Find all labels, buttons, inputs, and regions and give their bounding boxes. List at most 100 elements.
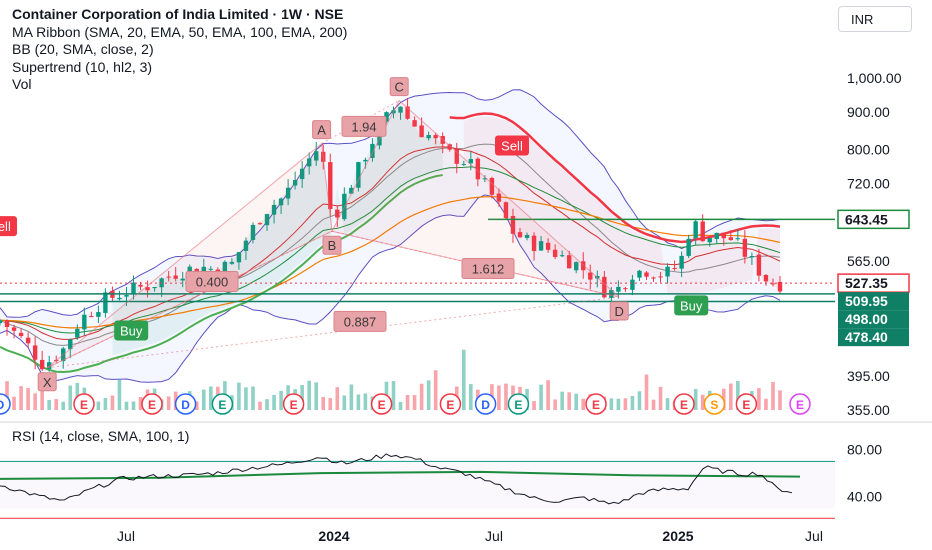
candle [419,125,424,138]
candle [461,163,466,165]
volume-bar [138,397,143,410]
supertrend-label[interactable]: Supertrend (10, hl2, 3) [12,58,153,75]
sell-signal [495,135,529,156]
candle [714,232,719,239]
candle [271,204,277,215]
event-marker [673,393,695,415]
event-marker [73,393,95,415]
candle [25,337,31,344]
candle [616,286,621,292]
event-marker [282,393,305,415]
currency-selector[interactable]: INR [838,6,912,32]
volume-bar [757,388,761,410]
volume-bar [26,388,30,410]
volume-bar [736,381,740,410]
candle [201,266,206,272]
candle [166,276,171,278]
volume-bar [778,390,782,410]
volume-bar [539,384,543,410]
candle [349,187,354,194]
harmonic-point-label: D [615,304,624,319]
candle [538,241,544,251]
candle [679,255,684,269]
price-tick-label: 720.00 [847,175,890,191]
sell-signal-label: Sell [501,139,523,154]
price-badge-label: 643.45 [845,211,888,227]
volume-bar [729,383,733,410]
candle [75,328,80,338]
time-tick-label: 2025 [662,528,693,544]
volume-bar [349,384,354,410]
sell-signal-label: Sell [0,219,11,234]
candle [468,159,474,164]
volume-bar [124,401,129,410]
event-marker [174,393,197,415]
price-badge-label: 498.00 [845,311,888,327]
ma-50 [0,146,781,340]
candle [770,283,776,285]
volume-bar [700,394,705,410]
ma-ribbon-label[interactable]: MA Ribbon (SMA, 20, EMA, 50, EMA, 100, E… [12,23,348,40]
price-badge [838,328,909,347]
bb-fill [0,89,780,383]
volume-bar [342,395,347,410]
volume-bar [532,401,536,410]
pattern-ratio-label: 1.612 [472,261,505,276]
candle [693,221,698,238]
candle [257,223,263,225]
candle [707,238,712,243]
rsi-band [0,461,835,509]
volume-bar [433,370,438,410]
event-marker [585,393,607,415]
candle [18,332,24,337]
candle [524,234,530,239]
candle [124,295,129,297]
volume-bar [546,380,550,410]
volume-bar [244,387,248,410]
event-marker [735,393,758,415]
candle [264,214,270,226]
volume-bar [658,386,663,410]
harmonic-point-box [609,301,629,321]
candle [4,320,10,328]
time-tick-label: Jul [805,528,823,544]
event-marker [789,393,811,415]
volume-bar [103,397,108,410]
pattern-overlay: X A B C D 1.94 0.400 1.612 0.887 Sell Buy Sell Buy [0,77,709,392]
event-label: E [514,398,522,412]
price-badge-label: 527.35 [845,275,888,291]
candle [749,256,755,258]
rsi-ma-line [0,470,801,480]
supertrend-shade [463,116,780,298]
candle [644,272,649,277]
candle [131,282,136,294]
candle [39,359,45,370]
event-marker [370,393,393,415]
event-label: E [592,398,600,412]
volume-bar [110,395,115,410]
bb-label[interactable]: BB (20, SMA, close, 2) [12,41,154,57]
sell-signal [0,216,17,237]
indicator-legend: Container Corporation of India Limited ·… [12,6,347,94]
event-label: E [80,398,88,412]
price-tick-label: 1,000.00 [847,70,902,86]
volume-bar [265,399,269,410]
candle [208,268,214,270]
volume-bar [321,396,326,410]
volume-bar [363,393,368,410]
candle [581,261,586,271]
buy-signal-label: Buy [120,323,143,338]
volume-label[interactable]: Vol [12,76,32,92]
harmonic-point-label: B [328,238,337,253]
volume-bar [764,398,768,410]
volume-bar [693,389,698,410]
candle [426,134,431,139]
rsi-label[interactable]: RSI (14, close, SMA, 100, 1) [12,428,190,444]
volume-bar [504,383,508,410]
volume-bar [328,398,333,410]
volume-bar [567,392,571,410]
price-badge [838,292,909,311]
pattern-ratio-label: 0.400 [196,275,229,290]
time-tick-label: Jul [485,528,503,544]
